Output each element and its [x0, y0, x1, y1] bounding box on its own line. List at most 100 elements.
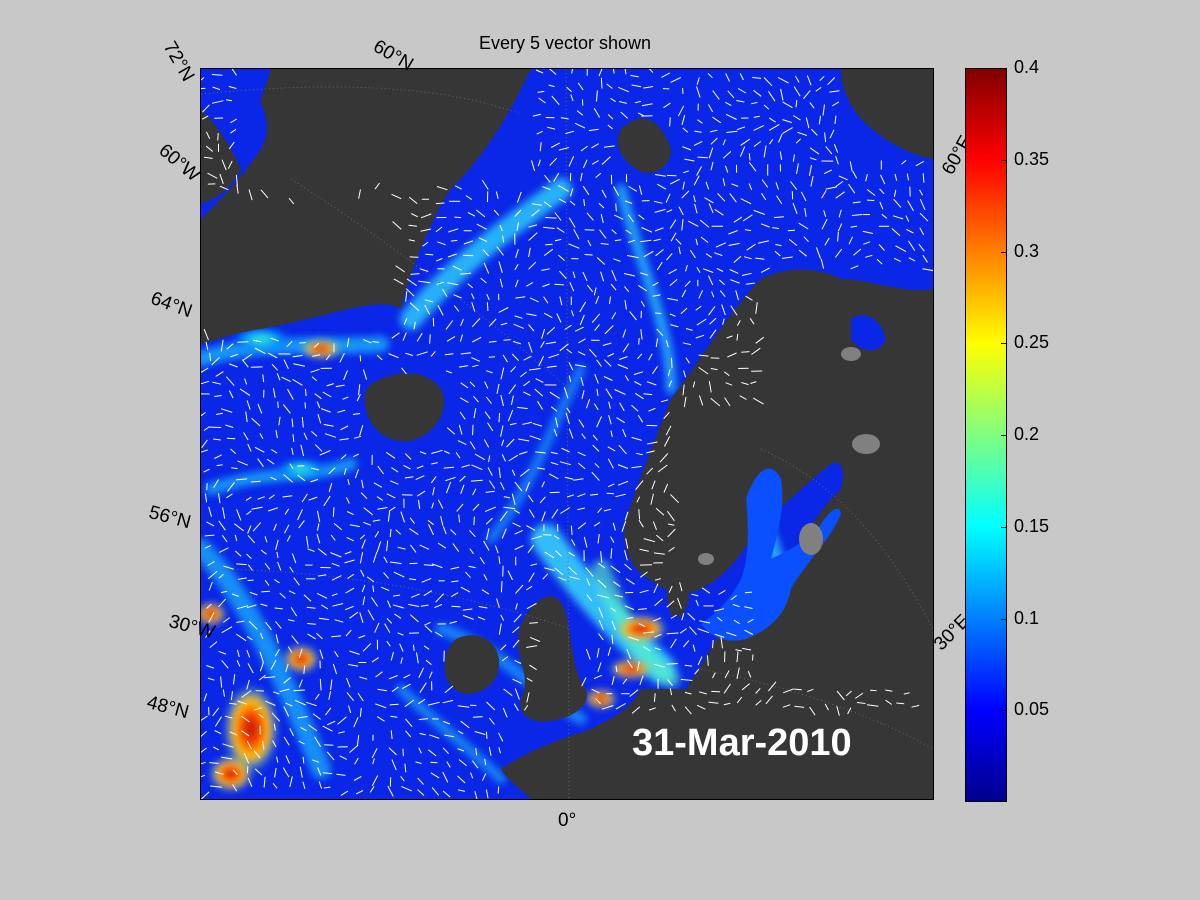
- current-vector: [823, 210, 827, 218]
- current-vector: [706, 655, 709, 666]
- current-vector: [805, 117, 810, 129]
- current-vector: [740, 198, 752, 205]
- current-vector: [354, 757, 359, 765]
- current-vector: [648, 407, 656, 412]
- current-vector: [596, 648, 600, 658]
- current-vector: [733, 216, 743, 223]
- current-vector: [763, 145, 767, 158]
- current-vector: [654, 647, 662, 651]
- current-vector: [362, 596, 366, 606]
- current-vector: [403, 464, 411, 470]
- current-vector: [403, 674, 411, 679]
- current-vector: [733, 619, 740, 625]
- current-vector: [496, 383, 500, 394]
- current-vector: [201, 77, 205, 81]
- current-vector: [554, 567, 564, 576]
- current-vector: [267, 352, 278, 359]
- current-vector: [221, 159, 227, 171]
- current-vector: [565, 412, 570, 425]
- current-vector: [444, 734, 455, 738]
- current-vector: [678, 246, 681, 255]
- current-vector: [582, 159, 588, 169]
- current-vector: [445, 370, 452, 374]
- current-vector: [468, 565, 476, 569]
- current-vector: [416, 332, 423, 342]
- current-vector: [270, 659, 277, 670]
- current-vector: [824, 132, 827, 143]
- current-vector: [218, 520, 226, 531]
- current-vector: [717, 193, 726, 202]
- current-vector: [624, 286, 630, 293]
- current-vector: [736, 696, 743, 704]
- current-vector: [222, 617, 231, 623]
- current-vector: [640, 329, 643, 340]
- current-vector: [249, 591, 258, 596]
- current-vector: [325, 354, 331, 361]
- current-vector: [665, 340, 669, 348]
- current-vector: [252, 339, 262, 343]
- current-vector: [372, 551, 378, 563]
- current-vector: [289, 566, 294, 573]
- current-vector: [594, 462, 600, 469]
- current-vector: [284, 524, 290, 534]
- current-vector: [905, 215, 910, 222]
- current-vector: [603, 508, 612, 512]
- current-vector: [681, 289, 687, 298]
- current-vector: [906, 228, 914, 234]
- current-vector: [911, 704, 920, 708]
- current-vector: [616, 417, 625, 424]
- current-vector: [225, 99, 233, 102]
- current-vector: [226, 493, 233, 499]
- current-vector: [687, 220, 699, 227]
- current-vector: [359, 612, 364, 623]
- current-vector: [448, 228, 459, 233]
- current-vector: [559, 343, 569, 352]
- current-vector: [585, 648, 591, 660]
- current-vector: [528, 247, 531, 258]
- current-vector: [751, 101, 758, 105]
- colorbar-tick-mark: [1001, 526, 1007, 528]
- current-vector: [600, 243, 609, 245]
- current-vector: [601, 156, 611, 165]
- current-vector: [283, 736, 290, 746]
- current-vector: [541, 481, 545, 488]
- current-vector: [679, 582, 683, 592]
- current-vector: [663, 411, 670, 420]
- current-vector: [274, 607, 283, 610]
- current-vector: [787, 229, 796, 232]
- current-vector: [581, 390, 585, 399]
- current-vector: [640, 239, 652, 243]
- current-vector: [794, 705, 805, 708]
- current-vector: [245, 411, 248, 423]
- current-vector: [625, 578, 635, 585]
- current-vector: [287, 619, 295, 622]
- current-vector: [579, 314, 585, 326]
- current-vector: [725, 382, 733, 386]
- label-lat-72n: 72°N: [158, 38, 199, 86]
- current-vector: [535, 69, 544, 74]
- current-vector: [657, 183, 667, 190]
- current-vector: [366, 576, 375, 583]
- current-vector: [598, 562, 606, 569]
- current-vector: [600, 213, 604, 224]
- current-vector: [513, 614, 522, 623]
- current-vector: [682, 384, 685, 396]
- current-vector: [698, 366, 709, 375]
- current-vector: [328, 691, 332, 700]
- current-vector: [722, 178, 726, 186]
- current-vector: [483, 574, 488, 581]
- current-vector: [704, 197, 714, 204]
- current-vector: [631, 706, 641, 714]
- current-vector: [574, 364, 586, 368]
- current-vector: [697, 156, 708, 159]
- current-vector: [297, 474, 306, 482]
- current-vector: [512, 626, 520, 634]
- current-vector: [228, 390, 234, 399]
- current-vector: [710, 368, 718, 371]
- current-vector: [334, 651, 339, 658]
- current-vector: [418, 499, 421, 510]
- current-vector: [750, 381, 757, 384]
- current-vector: [374, 530, 380, 538]
- current-vector: [885, 699, 892, 705]
- current-vector: [391, 332, 400, 339]
